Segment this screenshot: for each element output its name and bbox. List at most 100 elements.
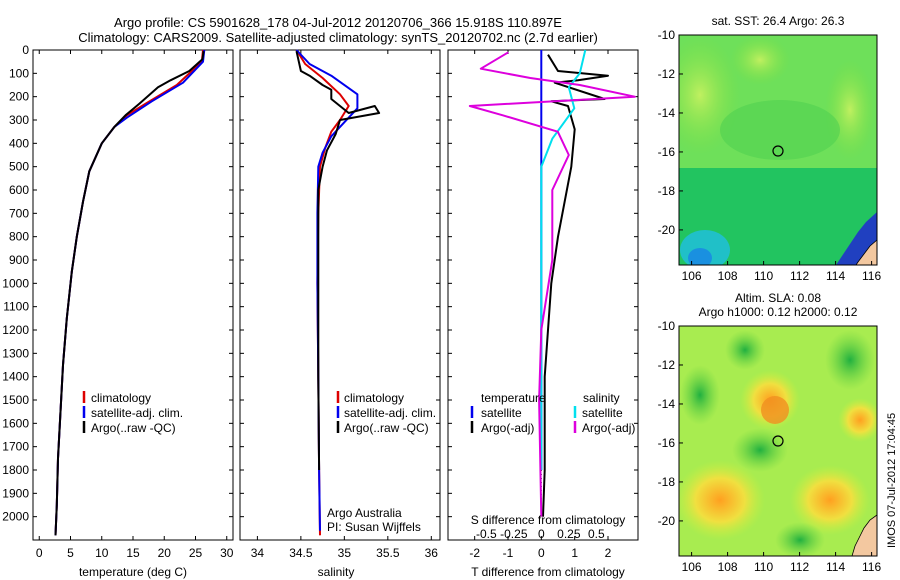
legend-label-satellite: satellite-adj. clim. bbox=[344, 406, 436, 420]
salinity-ticks: 34 34.5 35 35.5 36 bbox=[240, 49, 440, 560]
map-x-tick-label: 108 bbox=[718, 560, 738, 574]
s-diff-tick-label: -0.25 bbox=[500, 527, 528, 541]
s-diff-tick-label: 0.5 bbox=[588, 527, 605, 541]
pi-note: PI: Susan Wijffels bbox=[327, 520, 421, 534]
depth-tick-label: 1800 bbox=[2, 463, 29, 477]
depth-tick-label: 1700 bbox=[2, 440, 29, 454]
map-x-tick-label: 116 bbox=[862, 560, 881, 574]
figure-title-line2: Climatology: CARS2009. Satellite-adjuste… bbox=[78, 30, 598, 45]
depth-tick-label: 800 bbox=[9, 230, 29, 244]
x-tick-label: 20 bbox=[158, 546, 172, 560]
depth-tick-label: 700 bbox=[9, 206, 29, 220]
salinity-legend: climatology satellite-adj. clim. Argo(..… bbox=[336, 391, 436, 435]
legend-temperature-heading: temperature bbox=[481, 391, 546, 405]
legend-label-t-argo: Argo(-adj) bbox=[481, 421, 534, 435]
depth-tick-label: 1300 bbox=[2, 346, 29, 360]
depth-tick-label: 1600 bbox=[2, 416, 29, 430]
depth-tick-label: 400 bbox=[9, 136, 29, 150]
legend-label-climatology: climatology bbox=[344, 391, 404, 405]
depth-tick-label: 1500 bbox=[2, 393, 29, 407]
legend-label-s-satellite: satellite bbox=[582, 406, 623, 420]
x-tick-label: -1 bbox=[503, 546, 514, 560]
temperature-axes-box bbox=[32, 49, 234, 541]
s-diff-tick-label: -0.5 bbox=[476, 527, 497, 541]
x-tick-label: 10 bbox=[95, 546, 109, 560]
map-x-tick-label: 106 bbox=[682, 269, 702, 283]
legend-label-argo: Argo(..raw -QC) bbox=[91, 421, 176, 435]
map-y-tick-label: -14 bbox=[658, 397, 676, 411]
map-y-tick-label: -20 bbox=[658, 223, 676, 237]
sla-map-ticks: -10 -12 -14 -16 -18 -20 106 108 110 112 114 116 bbox=[658, 319, 882, 574]
map-y-tick-label: -16 bbox=[658, 436, 676, 450]
s-difference-label: S difference from climatology bbox=[471, 513, 626, 527]
depth-tick-label: 1200 bbox=[2, 323, 29, 337]
legend-salinity-heading: salinity bbox=[583, 391, 620, 405]
depth-tick-label: 1000 bbox=[2, 276, 29, 290]
series-line-argo-raw-qc bbox=[54, 51, 205, 536]
sla-field bbox=[679, 326, 877, 556]
series-line-salinity-argo-adj bbox=[468, 51, 636, 517]
imos-timestamp: IMOS 07-Jul-2012 17:04:45 bbox=[886, 413, 898, 548]
depth-tick-label: 900 bbox=[9, 253, 29, 267]
map-y-tick-label: -10 bbox=[658, 28, 676, 42]
map-x-tick-label: 112 bbox=[790, 269, 809, 283]
x-tick-label: 30 bbox=[220, 546, 234, 560]
temperature-xlabel: temperature (deg C) bbox=[79, 565, 187, 579]
argo-australia-note: Argo Australia bbox=[327, 506, 402, 520]
sla-map-frame bbox=[678, 325, 878, 557]
x-tick-label: 35.5 bbox=[376, 546, 400, 560]
x-tick-label: 15 bbox=[126, 546, 140, 560]
x-tick-label: -2 bbox=[469, 546, 480, 560]
x-tick-label: 0 bbox=[36, 546, 43, 560]
s-diff-tick-label: 0 bbox=[538, 527, 545, 541]
map-y-tick-label: -10 bbox=[658, 319, 676, 333]
x-tick-label: 34.5 bbox=[289, 546, 313, 560]
sla-land bbox=[851, 514, 877, 556]
sla-argo-marker bbox=[772, 435, 784, 447]
difference-ticks: -2 -1 0 1 2 bbox=[448, 49, 638, 560]
map-x-tick-label: 108 bbox=[718, 269, 738, 283]
x-tick-label: 1 bbox=[571, 546, 578, 560]
sst-map-ticks: -10 -12 -14 -16 -18 -20 106 108 110 112 114 116 bbox=[658, 28, 882, 283]
map-x-tick-label: 110 bbox=[754, 560, 773, 574]
x-tick-label: 25 bbox=[189, 546, 203, 560]
depth-tick-label: 1900 bbox=[2, 486, 29, 500]
depth-tick-label: 1100 bbox=[3, 300, 29, 314]
map-x-tick-label: 114 bbox=[826, 269, 845, 283]
sst-field bbox=[679, 35, 877, 265]
map-y-tick-label: -18 bbox=[658, 475, 676, 489]
sst-map-frame bbox=[678, 34, 878, 266]
difference-axes-box bbox=[447, 49, 639, 541]
map-x-tick-label: 112 bbox=[790, 560, 809, 574]
salinity-panel: 34 34.5 35 35.5 36 salinity climatology sate… bbox=[239, 49, 441, 579]
x-tick-label: 2 bbox=[605, 546, 612, 560]
difference-legend: temperature salinity satellite Argo(-adj… bbox=[470, 391, 635, 435]
s-diff-tick-label: 0.25 bbox=[557, 527, 581, 541]
depth-tick-label: 500 bbox=[9, 160, 29, 174]
salinity-xlabel: salinity bbox=[318, 565, 355, 579]
map-y-tick-label: -20 bbox=[658, 514, 676, 528]
map-y-tick-label: -18 bbox=[658, 184, 676, 198]
difference-lines bbox=[468, 49, 636, 517]
x-tick-label: 5 bbox=[67, 546, 74, 560]
sla-map: Altim. SLA: 0.08 Argo h1000: 0.12 h2000:… bbox=[658, 291, 882, 574]
x-tick-label: 34 bbox=[251, 546, 265, 560]
temperature-ticks: 0100200300400500600700800900100011001200… bbox=[2, 43, 233, 560]
depth-tick-label: 1400 bbox=[2, 370, 29, 384]
sla-map-title-line2: Argo h1000: 0.12 h2000: 0.12 bbox=[699, 305, 858, 319]
map-y-tick-label: -12 bbox=[658, 67, 676, 81]
map-x-tick-label: 116 bbox=[862, 269, 881, 283]
x-tick-label: 35 bbox=[338, 546, 352, 560]
temperature-panel: 0100200300400500600700800900100011001200… bbox=[2, 43, 233, 579]
difference-panel: -2 -1 0 1 2 T difference from climatology S … bbox=[447, 49, 639, 579]
legend-label-satellite: satellite-adj. clim. bbox=[91, 406, 183, 420]
depth-tick-label: 300 bbox=[9, 113, 29, 127]
depth-tick-label: 0 bbox=[22, 43, 29, 57]
temperature-legend: climatology satellite-adj. clim. Argo(..… bbox=[82, 391, 183, 435]
sst-map: sat. SST: 26.4 Argo: 26.3 bbox=[658, 14, 882, 283]
depth-tick-label: 200 bbox=[9, 90, 29, 104]
series-line-argo-raw-qc bbox=[295, 50, 381, 471]
map-x-tick-label: 110 bbox=[754, 269, 773, 283]
s-difference-ticks: -0.5 -0.25 0 0.25 0.5 bbox=[476, 527, 605, 541]
